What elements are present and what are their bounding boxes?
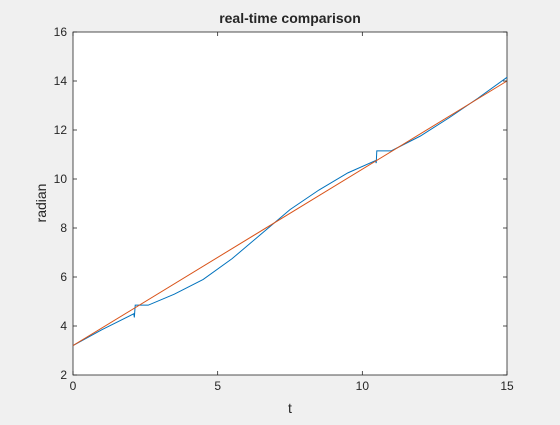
y-tick-label: 16 xyxy=(54,25,68,39)
y-tick-label: 14 xyxy=(54,74,68,88)
plot-area xyxy=(72,31,508,376)
tick-layer: 0 5 10 15 2 4 6 8 10 12 14 16 xyxy=(54,25,514,393)
chart-title: real-time comparison xyxy=(219,10,361,26)
x-tick-label: 5 xyxy=(214,379,221,393)
x-tick-label: 15 xyxy=(500,379,514,393)
x-tick-label: 10 xyxy=(356,379,370,393)
y-axis-label: radian xyxy=(33,184,49,223)
y-tick-label: 10 xyxy=(54,172,68,186)
y-tick-label: 6 xyxy=(60,270,67,284)
y-tick-label: 8 xyxy=(60,221,67,235)
series-layer xyxy=(72,76,508,347)
x-axis-label: t xyxy=(288,400,292,416)
y-tick-label: 12 xyxy=(54,123,68,137)
series-line-1 xyxy=(72,76,508,347)
y-tick-label: 2 xyxy=(60,368,67,382)
series-line-2 xyxy=(72,80,508,347)
y-tick-label: 4 xyxy=(60,319,67,333)
x-tick-label: 0 xyxy=(70,379,77,393)
